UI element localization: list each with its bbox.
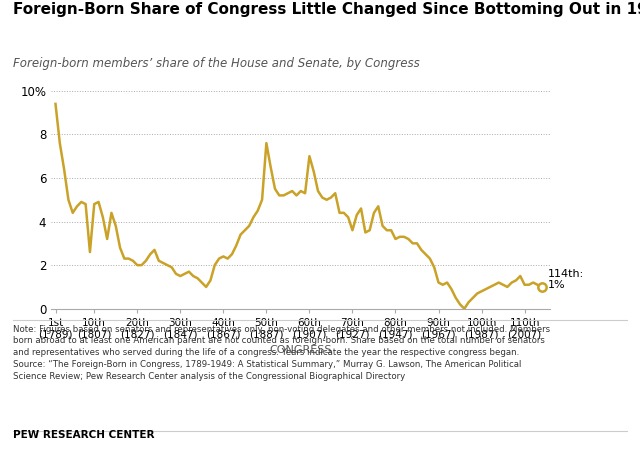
Text: Note: Figures based on senators and representatives only, non-voting delegates a: Note: Figures based on senators and repr… [13,325,550,381]
Text: 114th:
1%: 114th: 1% [548,268,584,290]
Text: PEW RESEARCH CENTER: PEW RESEARCH CENTER [13,430,154,440]
Text: Foreign-Born Share of Congress Little Changed Since Bottoming Out in 1960s: Foreign-Born Share of Congress Little Ch… [13,2,640,17]
Text: Foreign-born members’ share of the House and Senate, by Congress: Foreign-born members’ share of the House… [13,57,420,70]
X-axis label: CONGRESS: CONGRESS [269,345,332,355]
